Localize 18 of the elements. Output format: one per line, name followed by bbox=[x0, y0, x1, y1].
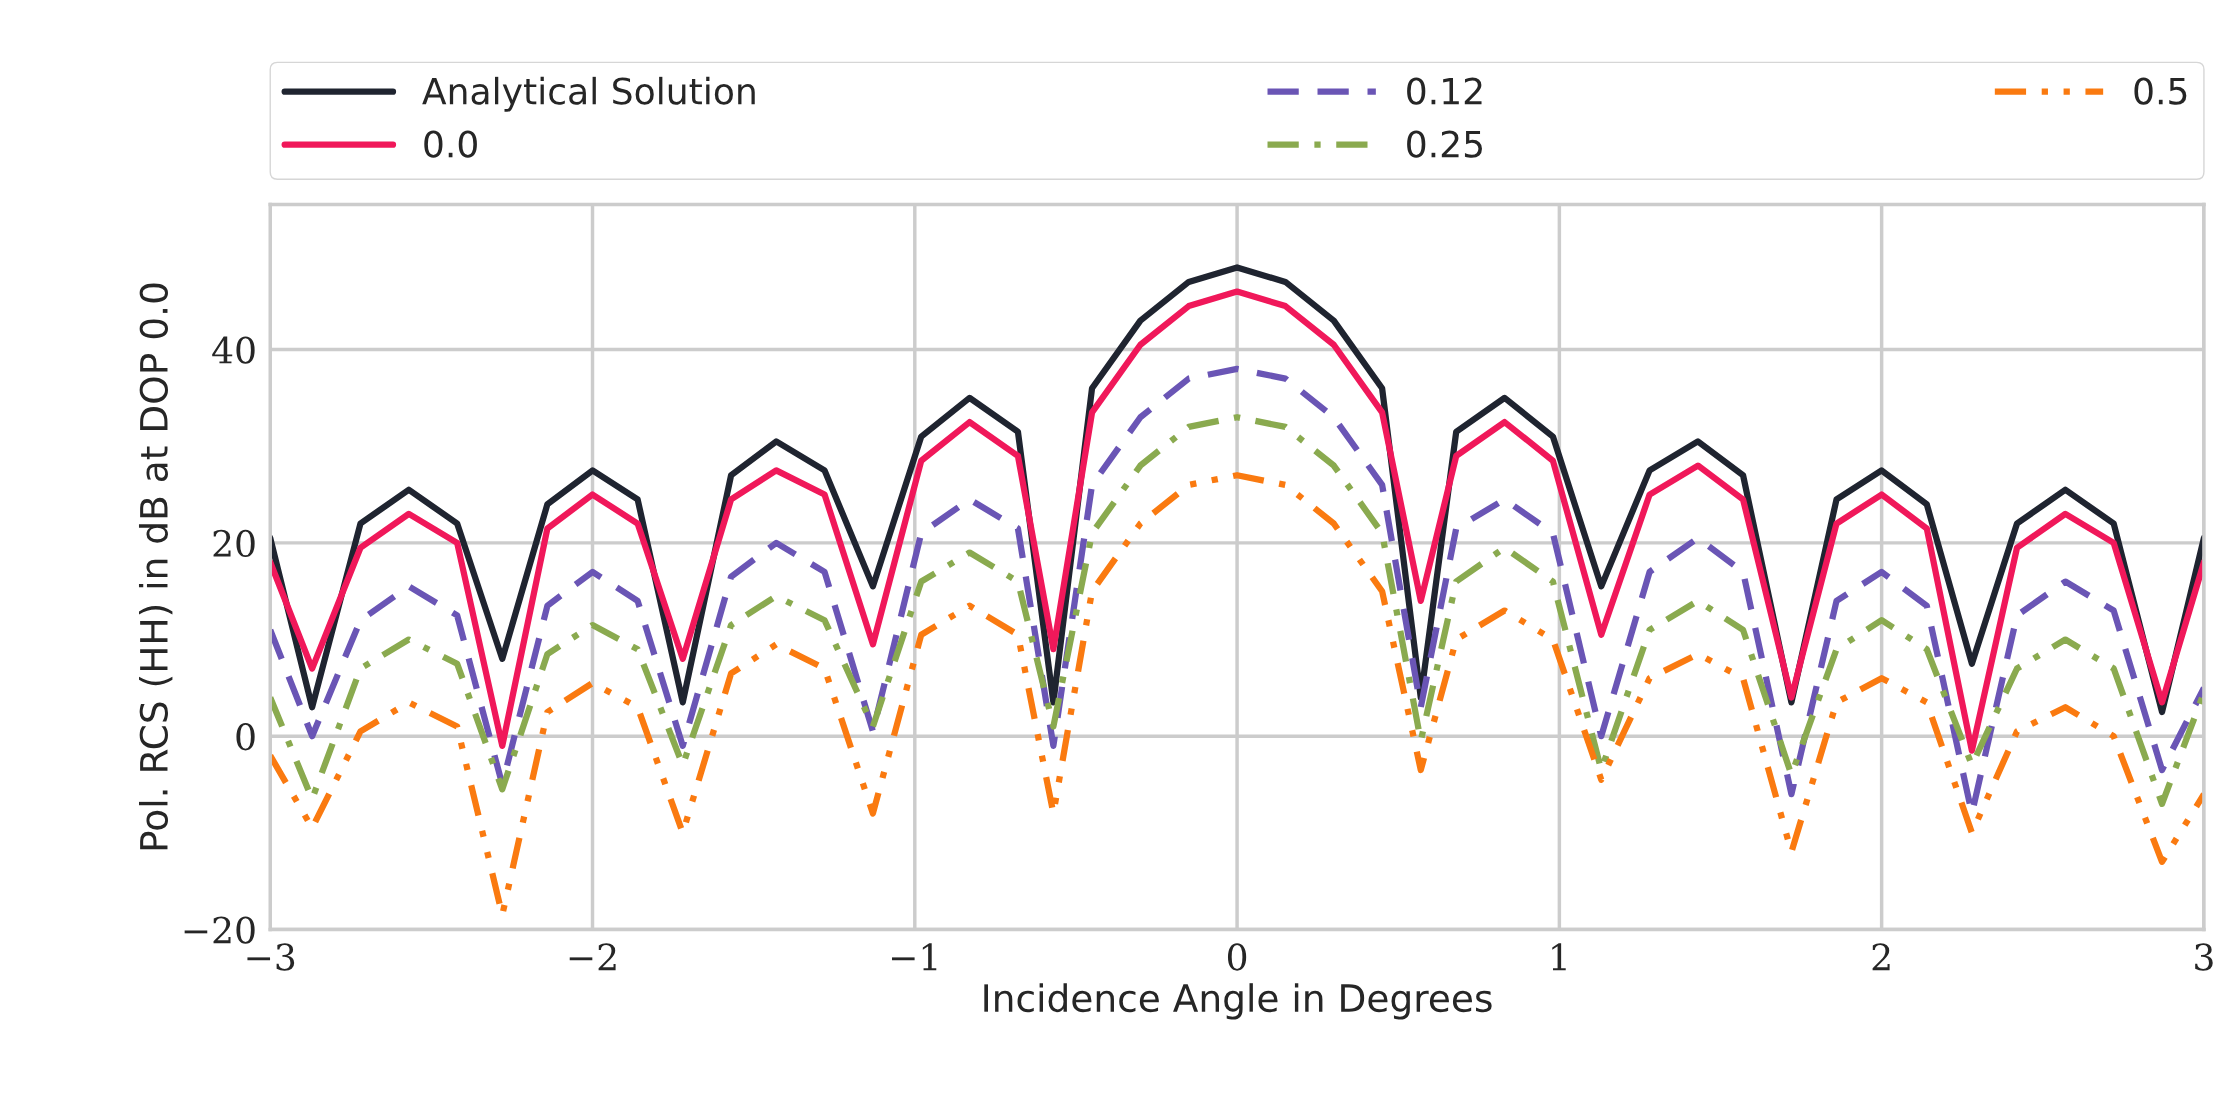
y-axis-title: Pol. RCS (HH) in dB at DOP 0.0 bbox=[138, 283, 173, 850]
legend-label: 0.12 bbox=[1407, 77, 1482, 105]
x-tick-label: −1 bbox=[892, 943, 937, 971]
x-tick-label: −3 bbox=[247, 943, 295, 971]
x-tick-label: 0 bbox=[1227, 943, 1247, 971]
y-tick-label: 40 bbox=[212, 336, 255, 364]
x-axis-title: Incidence Angle in Degrees bbox=[984, 983, 1492, 1020]
y-tick-label: 20 bbox=[213, 529, 255, 558]
legend-label: 0.0 bbox=[424, 130, 477, 158]
x-tick-label: 3 bbox=[2195, 943, 2213, 971]
legend-label: Analytical Solution bbox=[422, 76, 755, 112]
x-tick-label: 2 bbox=[1872, 943, 1890, 971]
y-tick-label: 0 bbox=[236, 723, 255, 751]
x-tick-label: 1 bbox=[1552, 943, 1566, 971]
y-tick-label: −20 bbox=[184, 916, 255, 944]
legend-label: 0.5 bbox=[2134, 77, 2187, 105]
x-tick-label: −2 bbox=[569, 943, 616, 971]
legend-label: 0.25 bbox=[1407, 130, 1482, 158]
